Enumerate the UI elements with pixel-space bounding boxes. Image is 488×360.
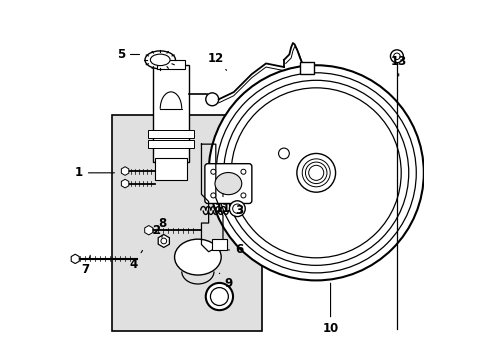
Ellipse shape [215, 172, 241, 195]
Text: 1: 1 [75, 166, 114, 179]
Ellipse shape [144, 51, 175, 69]
Text: 6: 6 [228, 243, 243, 256]
Text: 5: 5 [117, 48, 139, 61]
Text: 3: 3 [228, 204, 243, 217]
Text: 12: 12 [207, 51, 226, 70]
Text: 7: 7 [81, 255, 90, 276]
Bar [112, 116, 262, 330]
Circle shape [278, 148, 289, 159]
Text: 13: 13 [390, 55, 406, 76]
Circle shape [161, 238, 166, 244]
Bar [147, 140, 194, 148]
Bar [212, 239, 226, 250]
Text: 4: 4 [129, 251, 142, 271]
Bar [153, 65, 188, 162]
Circle shape [241, 193, 245, 198]
Circle shape [210, 288, 228, 306]
Ellipse shape [174, 239, 221, 275]
Text: 11: 11 [214, 194, 231, 215]
Text: 9: 9 [219, 273, 232, 291]
Text: 10: 10 [322, 283, 338, 335]
Ellipse shape [150, 54, 170, 66]
Circle shape [241, 169, 245, 174]
Bar [156, 60, 185, 69]
Bar [155, 158, 187, 180]
Circle shape [205, 283, 233, 310]
Circle shape [205, 93, 218, 106]
Circle shape [393, 53, 399, 59]
Circle shape [210, 193, 215, 198]
Circle shape [389, 50, 403, 63]
Circle shape [210, 169, 215, 174]
Circle shape [296, 153, 335, 192]
Text: 2: 2 [152, 224, 168, 237]
Text: 8: 8 [158, 216, 166, 237]
Bar [300, 62, 313, 74]
Circle shape [229, 201, 244, 217]
Circle shape [208, 65, 423, 280]
Bar [147, 130, 194, 138]
FancyBboxPatch shape [204, 164, 251, 203]
Circle shape [232, 204, 242, 213]
